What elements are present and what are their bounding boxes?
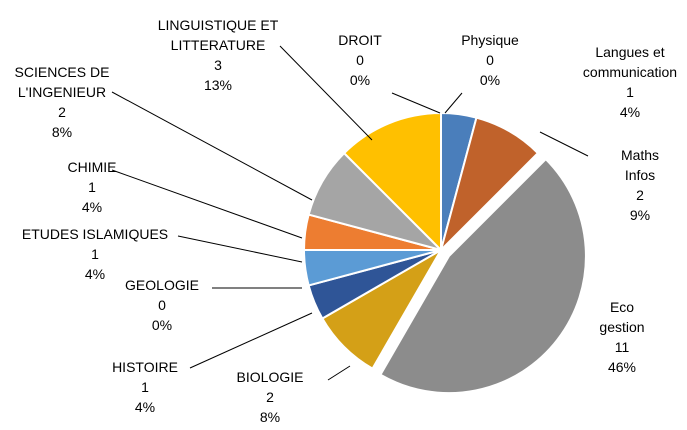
slice-label: LINGUISTIQUE ET LITTERATURE 3 13% xyxy=(158,15,279,95)
slice-value: 0 xyxy=(158,297,166,313)
leader-line xyxy=(539,131,589,157)
slice-name: Langues et communication xyxy=(582,44,678,80)
leader-line xyxy=(111,169,303,239)
slice-name: BIOLOGIE xyxy=(236,369,304,385)
slice-name: GEOLOGIE xyxy=(125,277,199,293)
slice-label: Physique 0 0% xyxy=(461,30,519,90)
slice-value: 0 xyxy=(486,52,494,68)
slice-name: Physique xyxy=(461,32,519,48)
slice-name: ETUDES ISLAMIQUES xyxy=(21,226,169,242)
slice-value: 11 xyxy=(614,339,630,355)
slice-label: DROIT 0 0% xyxy=(338,30,382,90)
slice-percent: 13% xyxy=(203,77,233,93)
leader-line xyxy=(189,312,313,369)
leader-line xyxy=(391,92,441,114)
slice-value: 1 xyxy=(91,246,99,262)
slice-name: SCIENCES DE L'INGENIEUR xyxy=(14,64,110,100)
slice-percent: 4% xyxy=(619,104,641,120)
slice-value: 2 xyxy=(266,389,274,405)
slice-name: HISTOIRE xyxy=(112,359,178,375)
slice-label: ETUDES ISLAMIQUES 1 4% xyxy=(22,224,168,284)
slice-percent: 9% xyxy=(629,207,651,223)
slice-percent: 8% xyxy=(259,409,281,425)
leader-line xyxy=(444,92,463,114)
slice-name: LINGUISTIQUE ET LITTERATURE xyxy=(157,17,279,53)
slice-value: 1 xyxy=(88,179,96,195)
slice-name: Eco gestion xyxy=(599,299,645,335)
slice-label: Eco gestion 11 46% xyxy=(590,297,655,377)
slice-label: CHIMIE 1 4% xyxy=(68,157,117,217)
slice-label: HISTOIRE 1 4% xyxy=(112,357,178,417)
slice-name: DROIT xyxy=(338,32,382,48)
slice-label: Langues et communication 1 4% xyxy=(583,42,677,122)
leader-line xyxy=(279,45,373,141)
slice-percent: 0% xyxy=(479,72,501,88)
slice-percent: 46% xyxy=(607,359,637,375)
slice-value: 2 xyxy=(58,104,66,120)
pie-slice xyxy=(379,157,587,395)
slice-name: Maths Infos xyxy=(620,147,660,183)
slice-label: Maths Infos 2 9% xyxy=(617,145,664,225)
pie-slice xyxy=(439,116,540,254)
slice-value: 3 xyxy=(214,57,222,73)
slice-percent: 4% xyxy=(134,399,156,415)
slice-percent: 4% xyxy=(81,199,103,215)
slice-value: 0 xyxy=(356,52,364,68)
leader-line xyxy=(111,91,313,201)
slice-label: BIOLOGIE 2 8% xyxy=(237,367,304,427)
slice-name: CHIMIE xyxy=(67,159,117,175)
slice-value: 1 xyxy=(141,379,149,395)
slice-label: GEOLOGIE 0 0% xyxy=(125,275,199,335)
slice-label: SCIENCES DE L'INGENIEUR 2 8% xyxy=(15,62,110,142)
slice-percent: 0% xyxy=(349,72,371,88)
slice-value: 1 xyxy=(626,84,634,100)
leader-line xyxy=(327,365,351,381)
leader-line xyxy=(177,235,303,263)
slice-percent: 4% xyxy=(84,266,106,282)
slice-percent: 0% xyxy=(151,317,173,333)
slice-value: 2 xyxy=(636,187,644,203)
slice-percent: 8% xyxy=(51,124,73,140)
pie-slice xyxy=(342,111,442,253)
